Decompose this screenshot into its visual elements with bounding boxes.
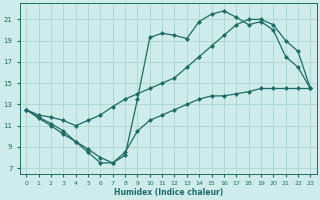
- X-axis label: Humidex (Indice chaleur): Humidex (Indice chaleur): [114, 188, 223, 197]
